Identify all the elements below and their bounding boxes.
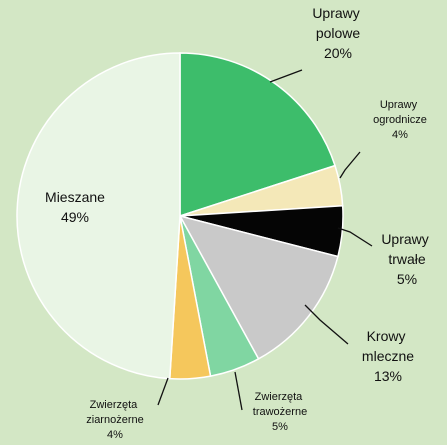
- slice-value-label: 49%: [61, 209, 89, 225]
- leader-line: [157, 377, 169, 406]
- leader-line: [234, 371, 243, 411]
- leader-line: [304, 304, 349, 345]
- slice-value-label: 4%: [392, 129, 408, 141]
- slice-label: Zwierzęta trawożerne: [253, 391, 307, 418]
- slice-label: Mieszane: [45, 189, 105, 205]
- pie-slice: [16, 52, 181, 380]
- pie-slice: [179, 52, 336, 218]
- leader-line: [339, 151, 361, 179]
- slice-label: Uprawy trwałe: [381, 231, 432, 267]
- pie-slice: [178, 214, 339, 360]
- slice-label: Uprawy polowe: [312, 5, 363, 41]
- slice-value-label: 13%: [374, 368, 402, 384]
- slice-label: Krowy mleczne: [362, 328, 414, 364]
- slice-label: Uprawy ogrodnicze: [373, 99, 427, 126]
- slice-value-label: 20%: [324, 45, 352, 61]
- slice-value-label: 5%: [272, 421, 288, 433]
- slice-value-label: 4%: [107, 429, 123, 441]
- slice-label: Zwierzęta ziarnożerne: [86, 399, 143, 426]
- leader-line: [337, 227, 373, 247]
- leader-line: [269, 69, 303, 83]
- slice-value-label: 5%: [397, 271, 417, 287]
